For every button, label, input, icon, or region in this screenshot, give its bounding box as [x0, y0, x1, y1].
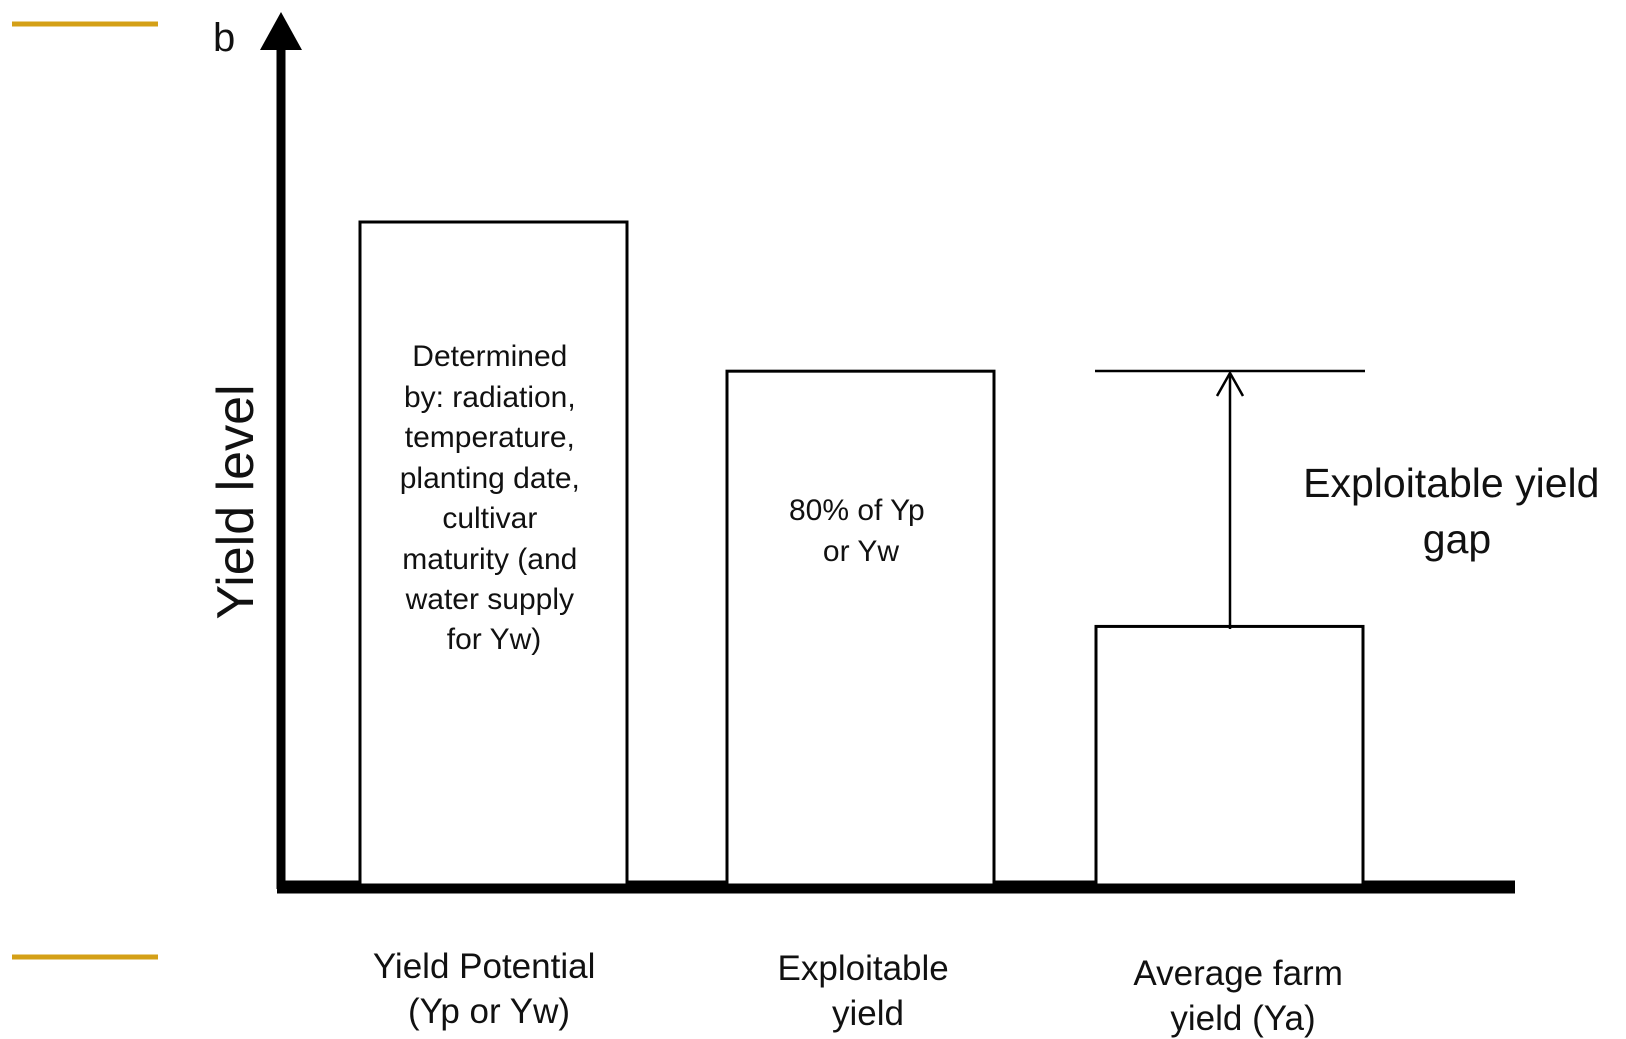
bar-1-label-line: Yield Potential	[373, 947, 595, 986]
bar-3	[1094, 624, 1365, 887]
y-axis-label: Yield level	[207, 384, 265, 619]
bar-1-inside-line: for Yw)	[447, 623, 541, 656]
bar-2-inside-text: 80% of Yp or Yw	[789, 494, 933, 568]
gap-label-line: Exploitable yield	[1303, 460, 1599, 506]
bar-1-inside-text: Determined by: radiation, temperature, p…	[400, 340, 589, 656]
bar-2	[725, 369, 996, 887]
bar-1-inside-line: Determined	[412, 340, 567, 373]
bar-1-inside-line: maturity (and	[402, 543, 577, 576]
y-axis-arrowhead	[260, 12, 302, 50]
bar-3-label-line: yield (Ya)	[1170, 999, 1315, 1038]
bar-1	[358, 220, 629, 887]
bar-1-inside-line: by: radiation,	[404, 381, 576, 414]
bar-1-inside-line: cultivar	[442, 502, 537, 535]
bar-3-label: Average farm yield (Ya)	[1133, 954, 1352, 1038]
bar-2-label: Exploitable yield	[778, 949, 959, 1033]
bar-exploitable-yield	[725, 369, 996, 887]
gap-label: Exploitable yield gap	[1303, 460, 1611, 562]
bar-yield-potential	[358, 220, 629, 887]
gap-arrow-icon	[1215, 370, 1245, 397]
bar-2-inside-line: or Yw	[823, 535, 899, 568]
panel-letter: b	[213, 16, 235, 60]
bar-2-label-line: yield	[832, 994, 904, 1033]
bar-2-label-line: Exploitable	[778, 949, 949, 988]
bar-2-inside-line: 80% of Yp	[789, 494, 925, 527]
bar-1-inside-line: water supply	[405, 583, 574, 616]
bar-3-label-line: Average farm	[1133, 954, 1342, 993]
bar-1-inside-line: temperature,	[405, 421, 575, 454]
bar-1-inside-line: planting date,	[400, 462, 580, 495]
bar-1-label: Yield Potential (Yp or Yw)	[373, 947, 605, 1031]
gap-label-line: gap	[1423, 516, 1491, 562]
bar-1-label-line: (Yp or Yw)	[408, 992, 570, 1031]
bar-average-farm-yield	[1094, 624, 1365, 887]
